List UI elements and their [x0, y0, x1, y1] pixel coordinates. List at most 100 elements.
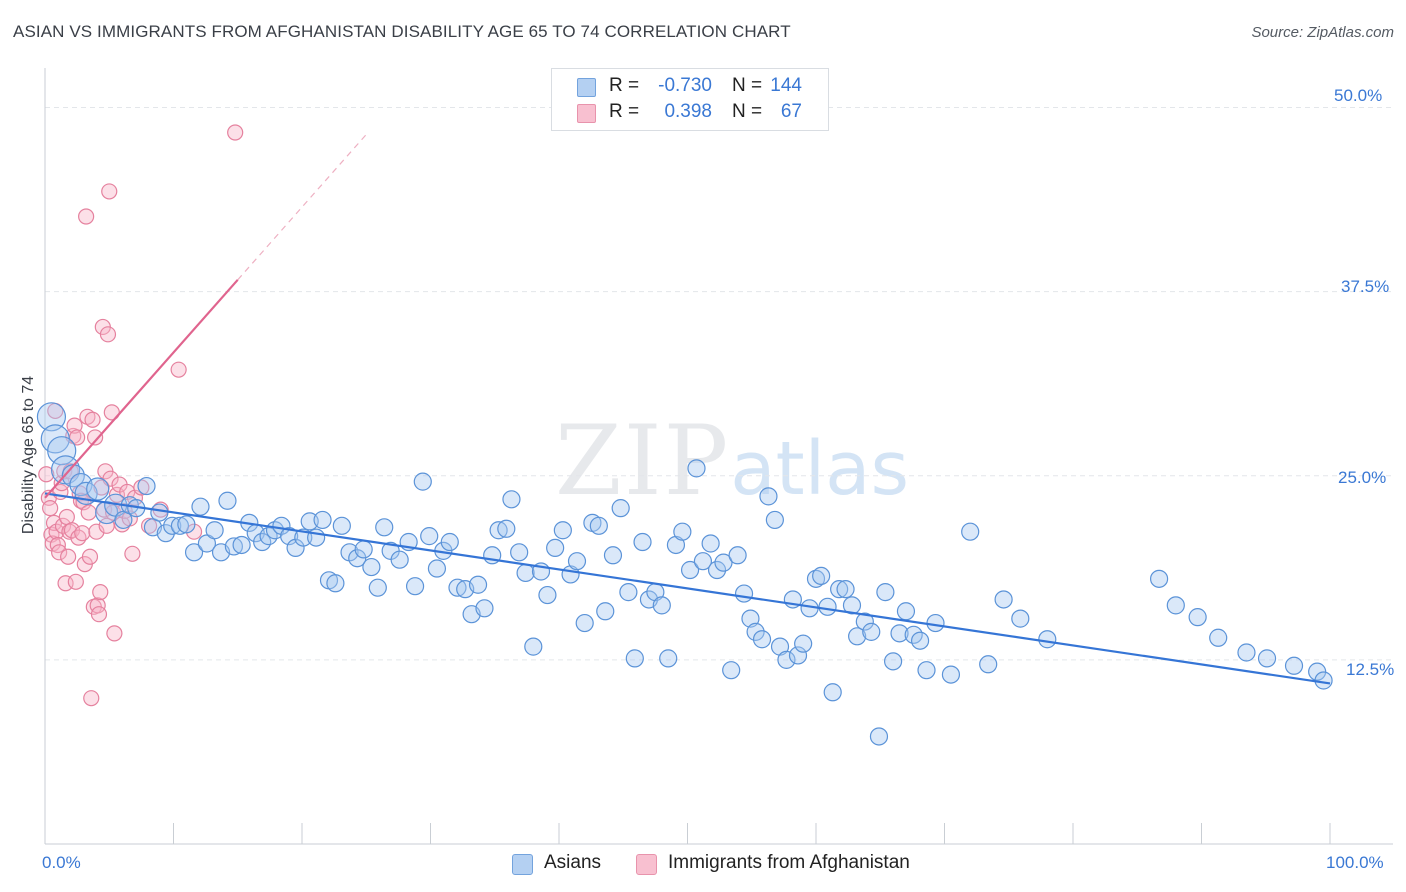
- asian-point: [375, 518, 394, 537]
- asian-point: [842, 596, 862, 615]
- asian-point: [701, 534, 720, 553]
- asian-point: [156, 524, 175, 543]
- asian-point: [224, 537, 243, 556]
- asian-point: [1038, 630, 1057, 649]
- r-label: R =: [609, 101, 640, 122]
- afghanistan-point: [170, 361, 187, 378]
- legend-swatch-afghanistan: [636, 854, 657, 875]
- asian-point: [326, 574, 345, 593]
- watermark: ZIPatlas: [555, 405, 909, 517]
- asian-point: [759, 487, 778, 506]
- asian-point: [812, 566, 831, 586]
- asian-point: [150, 503, 169, 522]
- asian-point: [633, 532, 652, 552]
- n-label: N =: [732, 75, 763, 96]
- asian-point: [475, 599, 494, 618]
- r-value: 0.398: [664, 101, 712, 122]
- afghanistan-point: [56, 463, 73, 480]
- asian-point: [823, 683, 842, 702]
- afghanistan-point: [54, 517, 72, 534]
- afghanistan-point: [60, 548, 77, 565]
- asian-point: [502, 490, 521, 509]
- asian-point: [869, 727, 889, 746]
- asian-point: [714, 553, 733, 572]
- n-value: 144: [770, 75, 802, 96]
- asian-point: [611, 499, 630, 518]
- asian-point: [440, 532, 459, 552]
- asian-point: [47, 436, 77, 466]
- afghanistan-trend-extension: [237, 134, 367, 281]
- asian-point: [163, 516, 182, 535]
- asian-point: [205, 521, 224, 540]
- asian-point: [362, 557, 381, 577]
- asian-point: [413, 472, 432, 491]
- y-tick-label-25: 25.0%: [1338, 468, 1387, 487]
- source-label: Source: ZipAtlas.com: [1251, 24, 1394, 41]
- asian-point: [489, 521, 508, 540]
- asian-point: [652, 596, 671, 615]
- asian-point: [497, 519, 516, 538]
- legend-swatch-asians: [512, 854, 533, 875]
- afghanistan-point: [101, 183, 118, 200]
- asian-point: [794, 634, 813, 653]
- correlation-stats-box: R = -0.730 N = 144 R = 0.398 N = 67: [551, 68, 829, 131]
- asian-point: [332, 516, 351, 535]
- asian-point: [1209, 628, 1228, 647]
- asian-point: [177, 515, 196, 534]
- asian-point: [734, 584, 754, 603]
- r-value: -0.730: [658, 75, 712, 96]
- asian-point: [693, 552, 713, 571]
- afghanistan-point: [83, 690, 100, 707]
- asian-point: [687, 459, 706, 478]
- asian-point: [752, 630, 772, 649]
- asian-point: [546, 538, 565, 558]
- asian-point: [746, 622, 765, 641]
- afghanistan-point: [88, 523, 105, 540]
- asian-point: [673, 522, 692, 541]
- asian-point: [313, 510, 332, 530]
- asian-point: [524, 637, 543, 656]
- asian-point: [707, 560, 727, 580]
- asian-point: [390, 550, 409, 569]
- asian-point: [848, 627, 867, 646]
- asian-point: [910, 631, 930, 650]
- asian-point: [890, 624, 909, 643]
- asian-point: [280, 527, 299, 546]
- y-tick-label-12-5: 12.5%: [1346, 660, 1395, 679]
- watermark-zip: ZIP: [555, 405, 731, 517]
- legend-label: Immigrants from Afghanistan: [668, 852, 910, 873]
- asian-point: [862, 622, 881, 641]
- afghanistan-point: [106, 625, 123, 642]
- asian-point: [427, 559, 447, 578]
- afghanistan-swatch: [577, 104, 596, 123]
- asian-point: [619, 583, 638, 602]
- asian-point: [855, 612, 874, 631]
- afghanistan-point: [81, 548, 99, 565]
- asian-point: [170, 516, 190, 535]
- asian-point: [961, 522, 980, 541]
- asian-point: [728, 546, 747, 565]
- afghanistan-point: [51, 544, 68, 561]
- asian-point: [184, 543, 204, 562]
- asian-point: [567, 552, 587, 571]
- asian-point: [218, 491, 237, 510]
- asian-point: [294, 528, 313, 547]
- asian-point: [1284, 656, 1304, 675]
- asian-point: [589, 516, 608, 535]
- asian-point: [191, 497, 210, 516]
- asian-point: [625, 649, 644, 668]
- asian-point: [603, 546, 623, 565]
- asian-point: [806, 569, 826, 588]
- afghanistan-point: [84, 411, 101, 428]
- afghanistan-point: [42, 500, 59, 517]
- afghanistan-point: [74, 525, 91, 542]
- asian-point: [405, 577, 425, 596]
- stats-row-asians: R = -0.730 N = 144: [552, 74, 828, 100]
- chart-title: ASIAN VS IMMIGRANTS FROM AFGHANISTAN DIS…: [13, 22, 791, 41]
- afghanistan-point: [92, 584, 109, 601]
- afghanistan-point: [79, 408, 96, 425]
- asians-swatch: [577, 78, 596, 97]
- asian-point: [137, 476, 156, 496]
- afghanistan-point: [38, 466, 55, 483]
